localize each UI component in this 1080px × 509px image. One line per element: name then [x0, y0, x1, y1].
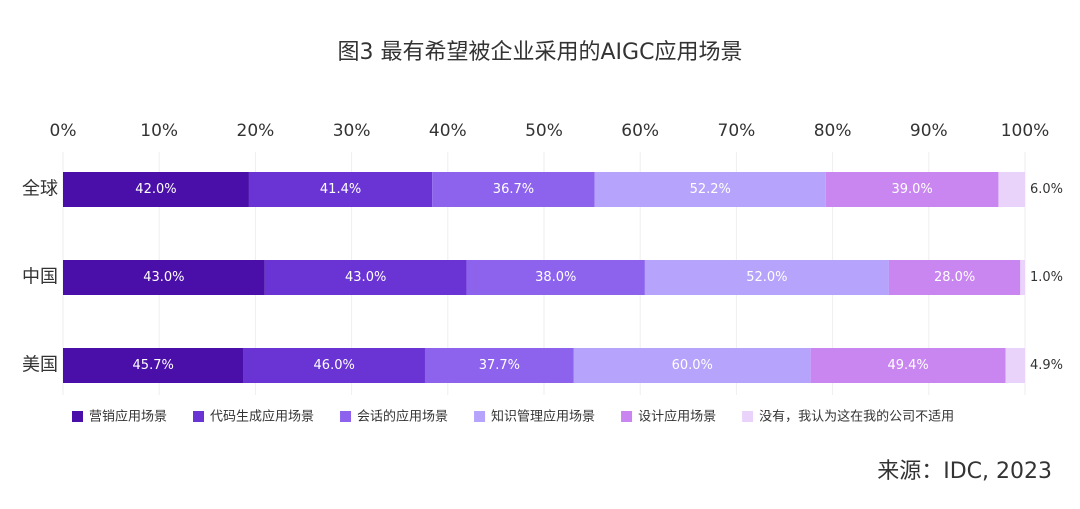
legend-label: 没有，我认为这在我的公司不适用	[759, 409, 954, 425]
legend-label: 会话的应用场景	[357, 409, 448, 425]
data-label: 1.0%	[1030, 270, 1063, 285]
data-label: 45.7%	[133, 358, 174, 373]
data-label: 43.0%	[345, 270, 386, 285]
bar-segment	[888, 260, 1021, 295]
data-label: 41.4%	[320, 182, 361, 197]
data-label: 52.2%	[690, 182, 731, 197]
bar-segment	[248, 172, 433, 207]
x-tick-label: 0%	[50, 121, 77, 141]
bar-segment	[1020, 260, 1025, 295]
x-tick-label: 70%	[718, 121, 756, 141]
legend-label: 营销应用场景	[89, 409, 167, 425]
x-tick-label: 100%	[1001, 121, 1050, 141]
bar-segment	[424, 348, 574, 383]
legend-swatch	[621, 411, 633, 422]
legend-label: 代码生成应用场景	[210, 409, 314, 425]
legend-swatch	[72, 411, 83, 422]
bar-segment	[243, 348, 425, 383]
legend-swatch	[193, 411, 205, 422]
data-label: 39.0%	[891, 182, 932, 197]
data-label: 42.0%	[135, 182, 176, 197]
bar-segment	[63, 260, 265, 295]
legend-swatch	[742, 411, 754, 422]
x-tick-label: 30%	[333, 121, 371, 141]
x-tick-label: 50%	[525, 121, 563, 141]
x-tick-label: 90%	[910, 121, 948, 141]
bar-segment	[573, 348, 811, 383]
legend-label: 知识管理应用场景	[491, 409, 595, 425]
x-tick-label: 80%	[814, 121, 852, 141]
bar-segment	[466, 260, 645, 295]
bar-segment	[63, 348, 244, 383]
source: 来源：IDC, 2023	[877, 459, 1052, 484]
data-label: 38.0%	[535, 270, 576, 285]
chart-title: 图3 最有希望被企业采用的AIGC应用场景	[338, 40, 743, 65]
data-label: 6.0%	[1030, 182, 1063, 197]
x-tick-label: 40%	[429, 121, 467, 141]
y-tick-label: 中国	[22, 267, 58, 288]
legend-swatch	[474, 411, 486, 422]
data-label: 43.0%	[143, 270, 184, 285]
data-label: 60.0%	[672, 358, 713, 373]
bar-segment	[264, 260, 467, 295]
x-tick-label: 20%	[237, 121, 275, 141]
legend-label: 设计应用场景	[638, 409, 716, 425]
data-label: 36.7%	[493, 182, 534, 197]
data-label: 46.0%	[314, 358, 355, 373]
data-label: 4.9%	[1030, 358, 1063, 373]
y-tick-label: 全球	[22, 179, 58, 200]
x-tick-label: 60%	[621, 121, 659, 141]
bar-segment	[825, 172, 999, 207]
bar-segment	[432, 172, 595, 207]
y-tick-label: 美国	[22, 355, 58, 376]
bar-segment	[998, 172, 1025, 207]
bar-segment	[810, 348, 1006, 383]
bar-segment	[644, 260, 889, 295]
bar-segment	[1005, 348, 1025, 383]
x-tick-label: 10%	[140, 121, 178, 141]
data-label: 28.0%	[934, 270, 975, 285]
data-label: 37.7%	[479, 358, 520, 373]
data-label: 49.4%	[887, 358, 928, 373]
bar-segment	[63, 172, 249, 207]
data-label: 52.0%	[746, 270, 787, 285]
legend-swatch	[340, 411, 352, 422]
bar-segment	[594, 172, 826, 207]
